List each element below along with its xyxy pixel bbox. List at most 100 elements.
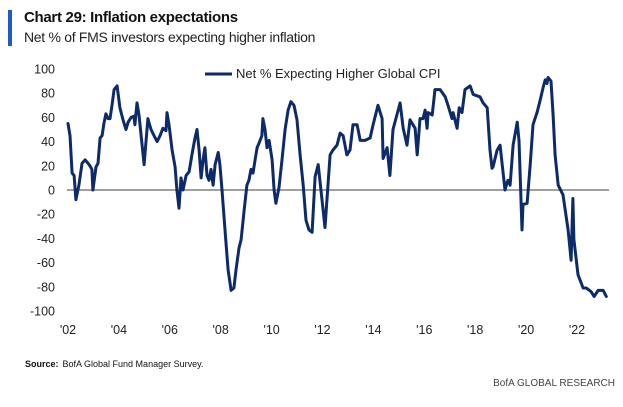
data-point — [428, 112, 429, 113]
data-point — [282, 159, 283, 160]
data-point — [547, 77, 548, 78]
data-point — [382, 118, 383, 119]
data-point — [91, 169, 92, 170]
data-point — [434, 89, 435, 90]
legend: Net % Expecting Higher Global CPI — [205, 66, 440, 81]
data-point — [260, 140, 261, 141]
data-point — [532, 124, 533, 125]
data-point — [452, 118, 453, 119]
data-point — [131, 117, 132, 118]
data-point — [264, 129, 265, 130]
x-tick-label: '06 — [162, 323, 178, 337]
data-point — [300, 154, 301, 155]
data-point — [427, 128, 428, 129]
data-point — [315, 176, 316, 177]
data-point — [383, 158, 384, 159]
data-point — [257, 147, 258, 148]
data-point — [191, 154, 192, 155]
data-point — [274, 190, 275, 191]
data-point — [415, 128, 416, 129]
data-point — [78, 185, 79, 186]
data-point — [119, 107, 120, 108]
data-point — [440, 89, 441, 90]
data-point — [445, 96, 446, 97]
data-point — [530, 164, 531, 165]
data-point — [136, 102, 137, 103]
data-point — [493, 167, 494, 168]
x-tick-label: '04 — [111, 323, 127, 337]
data-point — [133, 116, 134, 117]
data-point — [122, 119, 123, 120]
data-point — [357, 124, 358, 125]
data-point — [537, 112, 538, 113]
data-point — [349, 150, 350, 151]
y-axis: 100 80 60 40 20 0 -20 -40 -60 -80 -100 — [30, 63, 55, 319]
data-point — [288, 110, 289, 111]
data-point — [85, 159, 86, 160]
x-tick-label: '20 — [518, 323, 534, 337]
y-tick-label: -80 — [37, 280, 55, 294]
data-point — [571, 260, 572, 261]
data-point — [112, 105, 113, 106]
data-point — [250, 169, 251, 170]
data-point — [558, 185, 559, 186]
data-point — [373, 124, 374, 125]
data-point — [261, 135, 262, 136]
data-point — [92, 190, 93, 191]
data-point — [360, 140, 361, 141]
data-point — [392, 129, 393, 130]
data-point — [305, 220, 306, 221]
data-point — [400, 102, 401, 103]
source-text: BofA Global Fund Manager Survey. — [62, 359, 204, 369]
data-point — [410, 119, 411, 120]
data-point — [72, 173, 73, 174]
data-point — [100, 137, 101, 138]
x-tick-label: '22 — [569, 323, 585, 337]
y-tick-label: -60 — [37, 256, 55, 270]
data-point — [262, 118, 263, 119]
title-accent-bar — [8, 10, 12, 46]
data-point — [233, 288, 234, 289]
data-point — [134, 124, 135, 125]
data-point — [523, 204, 524, 205]
data-point — [154, 135, 155, 136]
data-point — [142, 145, 143, 146]
data-point — [103, 123, 104, 124]
data-point — [387, 147, 388, 148]
y-tick-label: 0 — [48, 184, 55, 198]
data-point — [517, 122, 518, 123]
data-point — [278, 187, 279, 188]
data-point — [303, 185, 304, 186]
data-point — [285, 129, 286, 130]
data-point — [507, 182, 508, 183]
x-tick-label: '12 — [314, 323, 330, 337]
x-axis: '02 '04 '06 '08 '10 '12 '14 '16 '18 '20 '22 — [60, 323, 585, 337]
data-point — [189, 171, 190, 172]
data-point — [146, 140, 147, 141]
data-point — [253, 173, 254, 174]
data-point — [377, 105, 378, 106]
data-point — [241, 239, 242, 240]
data-point — [425, 110, 426, 111]
data-point — [248, 180, 249, 181]
data-point — [337, 145, 338, 146]
data-point — [75, 199, 76, 200]
y-tick-label: 20 — [41, 159, 55, 173]
data-point — [343, 135, 344, 136]
data-point — [215, 164, 216, 165]
data-point — [88, 163, 89, 164]
data-point — [197, 129, 198, 130]
data-point — [453, 112, 454, 113]
data-point — [213, 185, 214, 186]
data-point — [508, 180, 509, 181]
data-point — [502, 164, 503, 165]
y-tick-label: -100 — [30, 305, 55, 319]
data-point — [144, 164, 145, 165]
y-tick-label: 60 — [41, 111, 55, 125]
data-point — [244, 210, 245, 211]
data-point — [312, 232, 313, 233]
data-point — [235, 269, 236, 270]
data-point — [162, 128, 163, 129]
data-point — [457, 128, 458, 129]
data-point — [606, 296, 607, 297]
